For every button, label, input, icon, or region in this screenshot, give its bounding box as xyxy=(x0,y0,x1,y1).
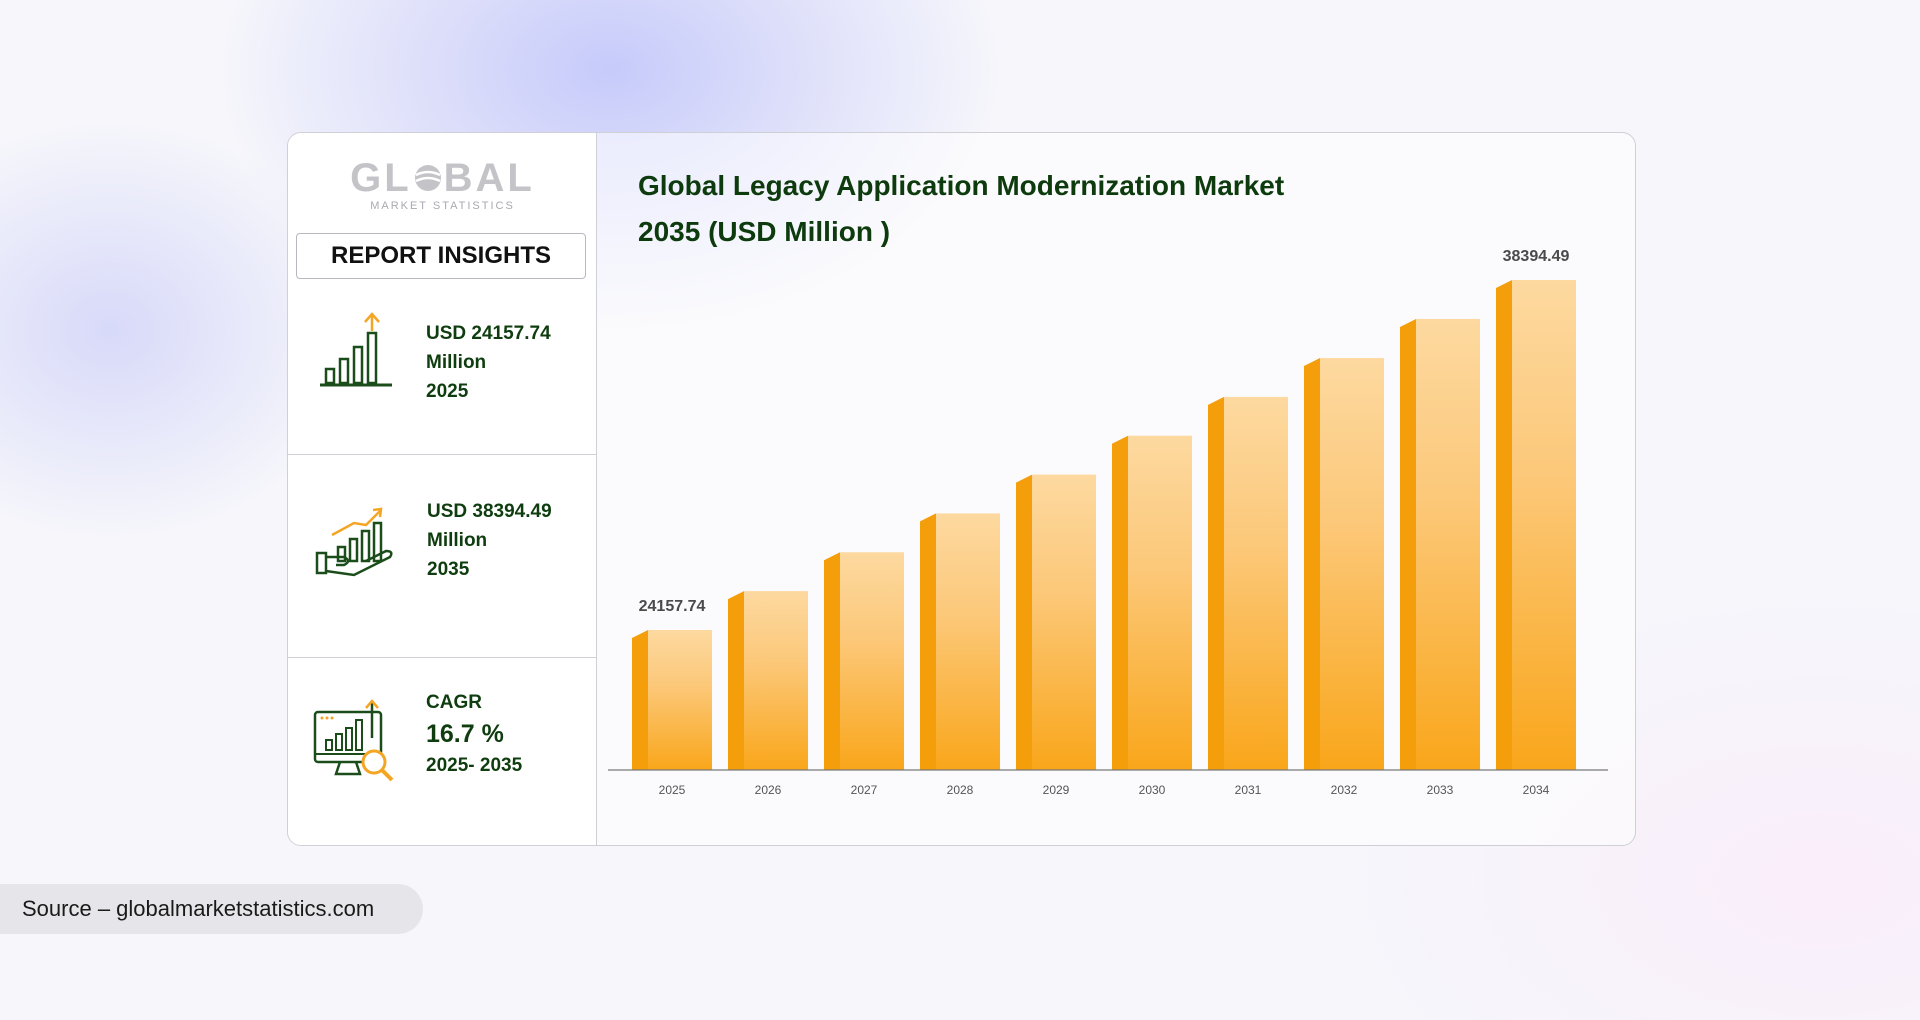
insight-text-cagr: CAGR 16.7 % 2025- 2035 xyxy=(426,688,522,780)
bar-2029 xyxy=(1016,474,1096,770)
globe-icon xyxy=(414,165,441,191)
bar-front-face xyxy=(1224,396,1288,770)
insight-value: USD 24157.74 xyxy=(426,323,551,344)
x-tick-label: 2034 xyxy=(1523,783,1550,797)
bar-side-face xyxy=(1112,435,1128,770)
bar-side-face xyxy=(1496,280,1512,770)
bar-2034 xyxy=(1496,280,1576,770)
hand-holding-chart-icon xyxy=(315,507,393,577)
bars-group xyxy=(632,280,1576,770)
insight-cagr-value: 16.7 % xyxy=(426,720,504,748)
x-tick-label: 2027 xyxy=(851,783,878,797)
bar-2031 xyxy=(1208,396,1288,770)
insight-text-2025: USD 24157.74 Million 2025 xyxy=(426,319,551,406)
insight-year: 2025 xyxy=(426,381,469,402)
bar-side-face xyxy=(632,630,648,770)
logo-subtitle: MARKET STATISTICS xyxy=(370,200,515,212)
x-tick-label: 2032 xyxy=(1331,783,1358,797)
bar-side-face xyxy=(824,552,840,770)
x-tick-label: 2028 xyxy=(947,783,974,797)
insights-panel: GL BAL MARKET STATISTICS REPORT INSIGHTS xyxy=(288,133,597,845)
insight-text-2035: USD 38394.49 Million 2035 xyxy=(427,497,552,584)
bar-2032 xyxy=(1304,358,1384,770)
bar-side-face xyxy=(728,591,744,770)
bar-chart-growth-icon xyxy=(320,312,392,387)
source-badge: Source – globalmarketstatistics.com xyxy=(0,884,423,934)
bar-side-face xyxy=(1016,474,1032,770)
bar-chart: 2025 2026 2027 2028 2029 2030 2031 2032 2033 2034… xyxy=(608,248,1608,797)
insight-value: USD 38394.49 xyxy=(427,501,552,522)
bar-side-face xyxy=(1208,396,1224,770)
chart-title-line1: Global Legacy Application Modernization … xyxy=(638,170,1285,201)
insight-market-2035: USD 38394.49 Million 2035 xyxy=(288,455,597,658)
logo-wordmark: GL BAL xyxy=(350,158,535,198)
bar-2027 xyxy=(824,552,904,770)
logo-text-left: GL xyxy=(350,156,412,200)
chart-title: Global Legacy Application Modernization … xyxy=(638,163,1398,255)
x-tick-label: 2033 xyxy=(1427,783,1454,797)
x-tick-label: 2029 xyxy=(1043,783,1070,797)
bar-2026 xyxy=(728,591,808,770)
insight-label: CAGR xyxy=(426,692,482,713)
bar-2033 xyxy=(1400,318,1480,770)
insight-unit: Million xyxy=(426,352,487,373)
data-label: 38394.49 xyxy=(1503,248,1570,265)
bar-front-face xyxy=(1032,474,1096,770)
report-card: GL BAL MARKET STATISTICS REPORT INSIGHTS xyxy=(287,132,1636,846)
brand-logo: GL BAL MARKET STATISTICS xyxy=(288,158,597,212)
data-labels: 24157.74 38394.49 xyxy=(639,248,1570,615)
bar-front-face xyxy=(936,513,1000,770)
x-tick-label: 2030 xyxy=(1139,783,1166,797)
bar-2030 xyxy=(1112,435,1192,770)
x-tick-label: 2026 xyxy=(755,783,782,797)
bar-side-face xyxy=(1304,358,1320,770)
logo-text-right: BAL xyxy=(443,156,535,200)
chart-title-line2: 2035 (USD Million ) xyxy=(638,216,891,247)
x-tick-label: 2031 xyxy=(1235,783,1262,797)
bar-front-face xyxy=(840,552,904,770)
x-tick-labels: 2025 2026 2027 2028 2029 2030 2031 2032 2033 2034 xyxy=(659,783,1550,797)
insight-period: 2025- 2035 xyxy=(426,755,523,776)
monitor-analytics-icon xyxy=(313,699,394,782)
bar-front-face xyxy=(1512,280,1576,770)
bar-front-face xyxy=(1416,318,1480,770)
bar-side-face xyxy=(1400,318,1416,770)
insight-market-2025: USD 24157.74 Million 2025 xyxy=(288,281,597,455)
bar-2028 xyxy=(920,513,1000,770)
insight-cagr: CAGR 16.7 % 2025- 2035 xyxy=(288,658,597,845)
bar-side-face xyxy=(920,513,936,770)
bar-front-face xyxy=(1128,435,1192,770)
bar-front-face xyxy=(648,630,712,770)
data-label: 24157.74 xyxy=(639,598,706,615)
bar-2025 xyxy=(632,630,712,770)
insight-year: 2035 xyxy=(427,559,470,580)
insight-unit: Million xyxy=(427,530,488,551)
bar-front-face xyxy=(744,591,808,770)
x-tick-label: 2025 xyxy=(659,783,686,797)
report-insights-heading: REPORT INSIGHTS xyxy=(296,233,586,279)
bar-front-face xyxy=(1320,358,1384,770)
